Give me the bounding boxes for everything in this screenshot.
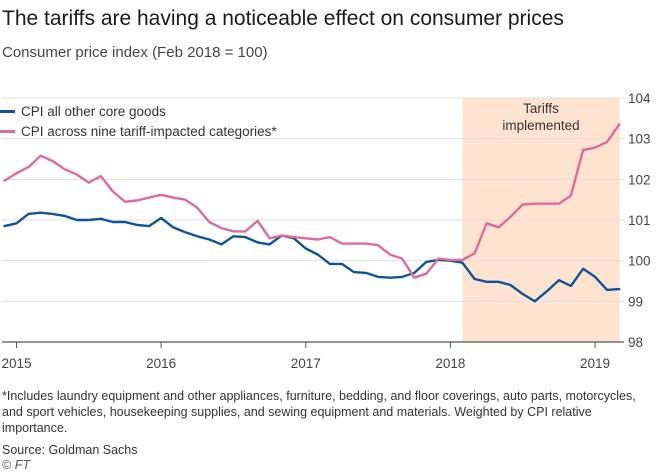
legend-label-tariff-categories: CPI across nine tariff-impacted categori… <box>21 123 277 139</box>
y-tick-label: 104 <box>628 91 651 106</box>
x-tick-label: 2019 <box>580 356 610 371</box>
legend-swatch-core-goods <box>0 109 15 113</box>
chart-title: The tariffs are having a noticeable effe… <box>2 7 564 30</box>
x-axis-ticks <box>15 342 596 348</box>
y-tick-label: 100 <box>628 254 651 269</box>
y-tick-label: 102 <box>628 172 651 187</box>
footnote: *Includes laundry equipment and other ap… <box>2 389 636 435</box>
tariffs-label-line1: Tariffs <box>523 101 559 116</box>
series-line-core-goods <box>3 211 621 303</box>
y-tick-label: 101 <box>628 213 651 228</box>
x-tick-label: 2017 <box>291 356 321 371</box>
x-axis-labels: 2015 2016 2017 2018 2019 <box>1 356 610 371</box>
x-tick-label: 2016 <box>146 356 176 371</box>
y-axis-labels: 98 99 100 101 102 103 104 <box>628 91 651 350</box>
legend-item-core-goods: CPI all other core goods <box>0 101 277 121</box>
legend-label-core-goods: CPI all other core goods <box>21 103 166 119</box>
y-tick-label: 98 <box>628 335 643 350</box>
copyright-symbol: © <box>2 458 12 472</box>
x-tick-label: 2015 <box>1 356 31 371</box>
source-note: Source: Goldman Sachs <box>2 443 138 457</box>
y-tick-label: 99 <box>628 294 643 309</box>
ft-credit: © FT <box>2 458 30 472</box>
legend-item-tariff-categories: CPI across nine tariff-impacted categori… <box>0 121 277 141</box>
legend: CPI all other core goods CPI across nine… <box>0 101 277 141</box>
y-tick-label: 103 <box>628 132 651 147</box>
x-tick-label: 2018 <box>435 356 465 371</box>
series-lines <box>3 123 621 303</box>
legend-swatch-tariff-categories <box>0 129 15 133</box>
credit-label: FT <box>14 458 30 472</box>
series-line-tariff-categories <box>3 123 621 279</box>
tariffs-label-line2: implemented <box>502 118 579 133</box>
chart-subtitle: Consumer price index (Feb 2018 = 100) <box>2 44 268 61</box>
